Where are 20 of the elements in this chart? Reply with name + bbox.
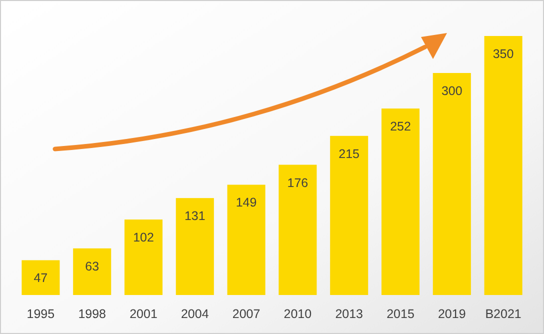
data-label: 300 [441,84,462,98]
x-tick-label: 2019 [438,307,466,321]
data-label: 131 [184,209,206,224]
x-tick-label: 2001 [130,307,158,321]
x-tick-label: 2013 [335,307,364,321]
data-label: 47 [34,271,48,286]
data-label: 63 [85,259,100,274]
data-label: 252 [390,120,411,134]
x-tick-label: 2004 [180,307,209,321]
x-tick-label: 2010 [284,307,312,321]
data-label: 102 [133,230,154,245]
x-tick-label: 2015 [386,307,414,321]
data-label: 350 [492,47,514,61]
x-tick-label: B2021 [485,307,522,321]
x-tick-label: 1998 [78,307,106,321]
x-tick-label: 1995 [26,307,55,321]
x-tick-label: 2007 [232,307,260,321]
data-label: 149 [236,196,257,210]
data-label: 215 [338,146,360,161]
data-label: 176 [287,176,308,190]
